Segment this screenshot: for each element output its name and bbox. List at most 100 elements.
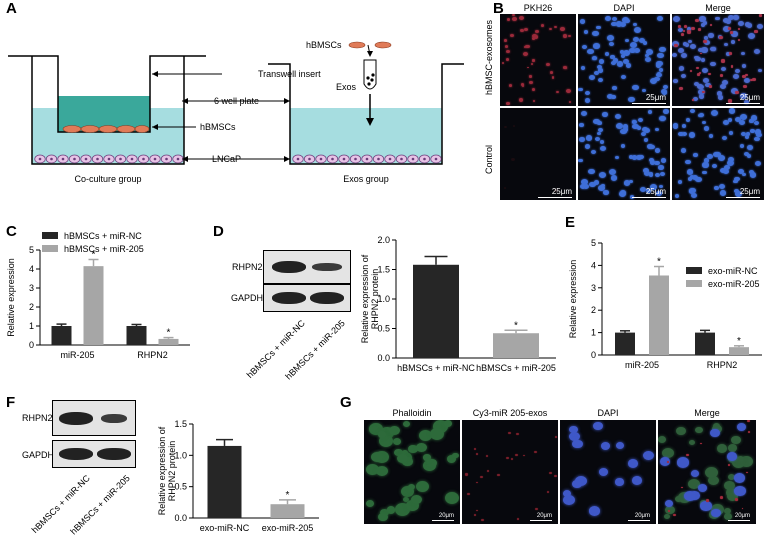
cell-nucleus bbox=[476, 453, 478, 456]
b-col-pkh26: PKH26 bbox=[523, 3, 553, 13]
cell-nucleus bbox=[704, 467, 718, 479]
cell-nucleus bbox=[505, 57, 510, 62]
cell-nucleus bbox=[649, 144, 655, 150]
bar bbox=[270, 504, 305, 518]
cell-nucleus bbox=[711, 109, 719, 116]
cell-nucleus bbox=[702, 170, 707, 175]
cell-nucleus bbox=[505, 457, 509, 460]
cell-nucleus bbox=[660, 158, 666, 163]
cell-nucleus bbox=[728, 464, 731, 466]
insert-hbmscs-cells bbox=[62, 125, 150, 133]
cell-nucleus bbox=[758, 14, 763, 18]
cell-nucleus bbox=[678, 28, 683, 32]
cell-nucleus bbox=[578, 158, 583, 163]
exos-lncap-cells bbox=[292, 154, 442, 164]
cell-nucleus bbox=[663, 109, 669, 115]
cell-nucleus bbox=[730, 65, 734, 68]
cell-nucleus bbox=[719, 190, 727, 196]
cell-nucleus bbox=[658, 184, 664, 189]
bar bbox=[126, 326, 147, 345]
cell-nucleus bbox=[366, 463, 380, 475]
cell-nucleus bbox=[587, 168, 595, 175]
cell-nucleus bbox=[730, 39, 736, 44]
cell-nucleus bbox=[407, 484, 415, 491]
cell-nucleus bbox=[747, 420, 750, 423]
cell-nucleus bbox=[717, 95, 724, 101]
cell-nucleus bbox=[593, 43, 600, 49]
b-scale-5: 25μm bbox=[538, 187, 572, 198]
cell-nucleus bbox=[748, 170, 754, 175]
y-axis-label: Relative expression bbox=[6, 258, 16, 337]
cell-nucleus bbox=[519, 97, 524, 102]
cell-nucleus bbox=[658, 165, 664, 170]
cell-nucleus bbox=[672, 53, 677, 58]
cell-nucleus bbox=[610, 175, 618, 181]
cell-nucleus bbox=[643, 138, 649, 143]
cell-nucleus bbox=[596, 25, 601, 30]
cell-nucleus bbox=[403, 421, 411, 428]
cell-nucleus bbox=[620, 189, 627, 196]
cell-nucleus bbox=[727, 14, 735, 21]
y-tick-label: 2.0 bbox=[377, 235, 390, 245]
cell-nucleus bbox=[579, 184, 586, 190]
cell-nucleus bbox=[714, 152, 721, 158]
cell-nucleus bbox=[695, 19, 700, 23]
cell-nucleus bbox=[597, 127, 604, 133]
label-hbmscs: hBMSCs bbox=[200, 122, 236, 132]
y-tick-label: 0.0 bbox=[174, 513, 187, 523]
cell-nucleus bbox=[638, 37, 645, 44]
cell-nucleus bbox=[518, 16, 524, 21]
cell-nucleus bbox=[728, 27, 732, 30]
cell-nucleus bbox=[596, 64, 603, 70]
cell-nucleus bbox=[612, 16, 617, 21]
cell-nucleus bbox=[722, 26, 730, 33]
cell-nucleus bbox=[742, 75, 746, 79]
cell-nucleus bbox=[701, 47, 708, 53]
cell-nucleus bbox=[689, 43, 697, 49]
cell-nucleus bbox=[695, 177, 702, 183]
cell-nucleus bbox=[734, 486, 746, 497]
cell-nucleus bbox=[683, 24, 688, 28]
cell-nucleus bbox=[724, 164, 731, 170]
cell-nucleus bbox=[636, 154, 643, 160]
cell-nucleus bbox=[598, 467, 609, 476]
cell-nucleus bbox=[628, 155, 634, 159]
cell-nucleus bbox=[647, 110, 652, 114]
cell-nucleus bbox=[593, 180, 600, 186]
cell-nucleus bbox=[661, 447, 674, 459]
b-scale-2: 25μm bbox=[726, 93, 760, 104]
cell-nucleus bbox=[706, 154, 713, 160]
cell-nucleus bbox=[744, 151, 750, 156]
cell-nucleus bbox=[720, 59, 725, 63]
significance-star: * bbox=[514, 320, 518, 331]
cell-nucleus bbox=[680, 52, 688, 59]
cell-nucleus bbox=[473, 448, 476, 451]
cell-nucleus bbox=[593, 421, 604, 431]
cell-nucleus bbox=[642, 167, 649, 173]
cell-nucleus bbox=[640, 186, 647, 192]
cell-nucleus bbox=[506, 18, 510, 22]
cell-nucleus bbox=[554, 435, 558, 438]
cell-nucleus bbox=[702, 90, 706, 94]
cell-nucleus bbox=[728, 157, 735, 163]
coculture-well bbox=[31, 56, 185, 165]
cell-nucleus bbox=[690, 470, 699, 478]
cell-nucleus bbox=[698, 113, 703, 118]
cell-nucleus bbox=[732, 73, 739, 79]
micro-merge-g bbox=[658, 420, 756, 524]
cell-nucleus bbox=[599, 146, 606, 152]
cell-nucleus bbox=[568, 193, 572, 196]
label-hbmscs-top: hBMSCs bbox=[306, 40, 342, 50]
y-tick-label: 1.5 bbox=[377, 265, 390, 275]
legend-label: exo-miR-NC bbox=[708, 266, 758, 276]
cell-nucleus bbox=[475, 509, 479, 512]
cell-nucleus bbox=[553, 474, 557, 478]
cell-nucleus bbox=[378, 435, 394, 448]
cell-nucleus bbox=[568, 35, 571, 38]
y-tick-label: 3 bbox=[591, 283, 596, 293]
cell-nucleus bbox=[740, 131, 747, 137]
cell-nucleus bbox=[497, 474, 500, 476]
panel-a-letter: A bbox=[6, 0, 17, 17]
cell-nucleus bbox=[745, 135, 750, 139]
cell-nucleus bbox=[744, 99, 750, 104]
